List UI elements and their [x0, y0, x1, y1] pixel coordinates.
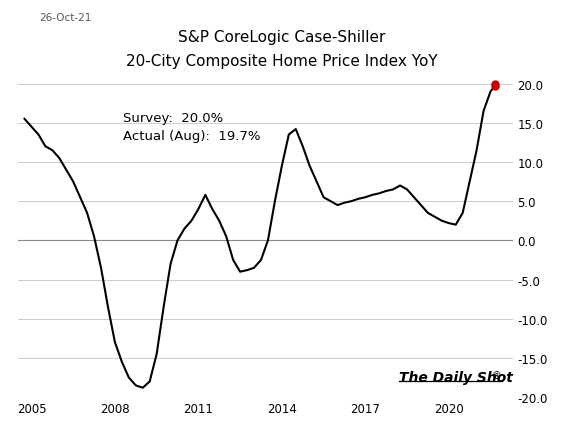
- Text: 20-City Composite Home Price Index YoY: 20-City Composite Home Price Index YoY: [126, 54, 437, 69]
- Text: ®: ®: [492, 370, 502, 380]
- Text: 26-Oct-21: 26-Oct-21: [39, 13, 92, 23]
- Text: Actual (Aug):  19.7%: Actual (Aug): 19.7%: [123, 130, 261, 143]
- Text: Survey:  20.0%: Survey: 20.0%: [123, 112, 224, 125]
- Text: The Daily Shot: The Daily Shot: [399, 370, 512, 384]
- Text: S&P CoreLogic Case-Shiller: S&P CoreLogic Case-Shiller: [178, 30, 385, 45]
